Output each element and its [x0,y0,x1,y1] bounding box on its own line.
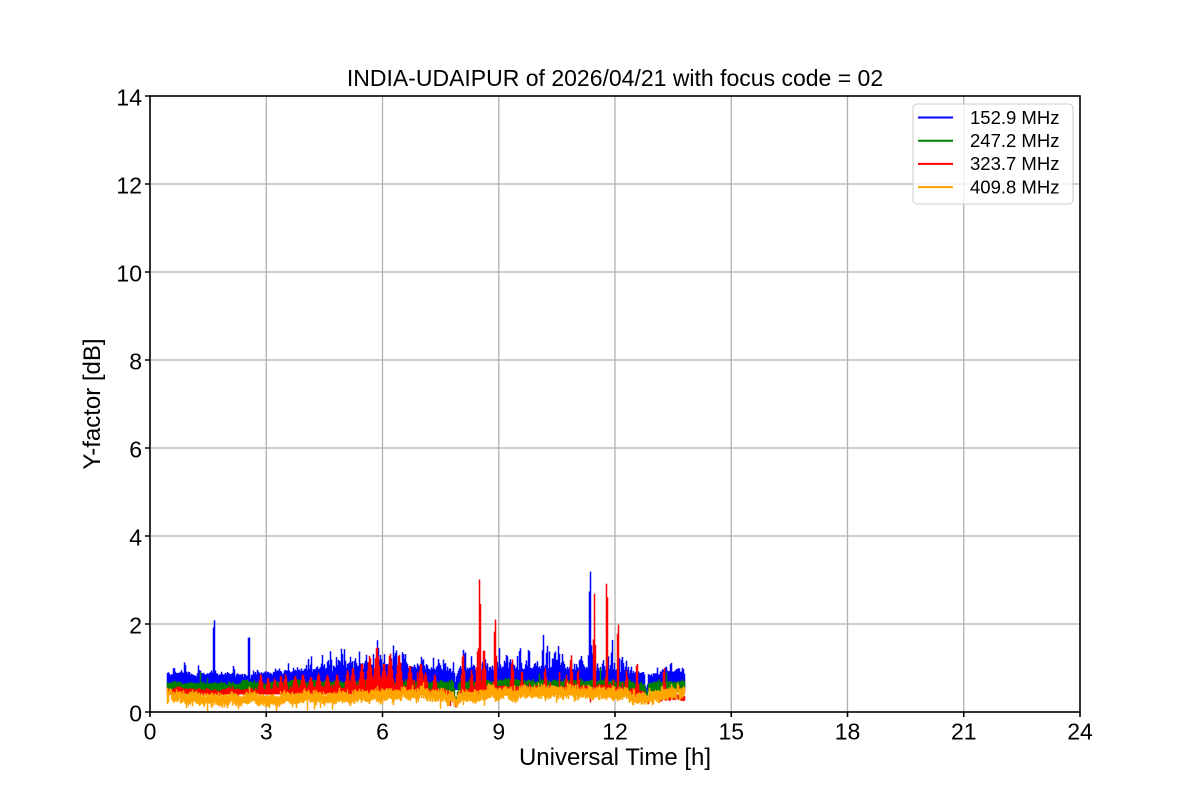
svg-text:0: 0 [129,701,142,727]
svg-text:6: 6 [129,437,142,463]
svg-text:8: 8 [129,349,142,375]
svg-text:Y-factor [dB]: Y-factor [dB] [79,338,106,469]
svg-text:152.9 MHz: 152.9 MHz [970,107,1059,128]
svg-text:Universal Time [h]: Universal Time [h] [519,744,711,771]
svg-text:0: 0 [144,719,157,745]
svg-text:2: 2 [129,613,142,639]
svg-text:12: 12 [602,719,628,745]
svg-text:409.8 MHz: 409.8 MHz [970,176,1059,197]
svg-text:21: 21 [951,719,977,745]
svg-text:4: 4 [129,525,142,551]
svg-text:12: 12 [116,173,142,199]
svg-text:15: 15 [718,719,744,745]
svg-text:18: 18 [835,719,861,745]
svg-text:14: 14 [116,85,142,111]
svg-text:6: 6 [376,719,389,745]
svg-text:INDIA-UDAIPUR of 2026/04/21 wi: INDIA-UDAIPUR of 2026/04/21 with focus c… [347,65,883,91]
svg-text:9: 9 [492,719,505,745]
svg-text:24: 24 [1067,719,1093,745]
svg-text:323.7 MHz: 323.7 MHz [970,153,1059,174]
svg-text:247.2 MHz: 247.2 MHz [970,130,1059,151]
svg-text:3: 3 [260,719,273,745]
svg-text:10: 10 [116,261,142,287]
